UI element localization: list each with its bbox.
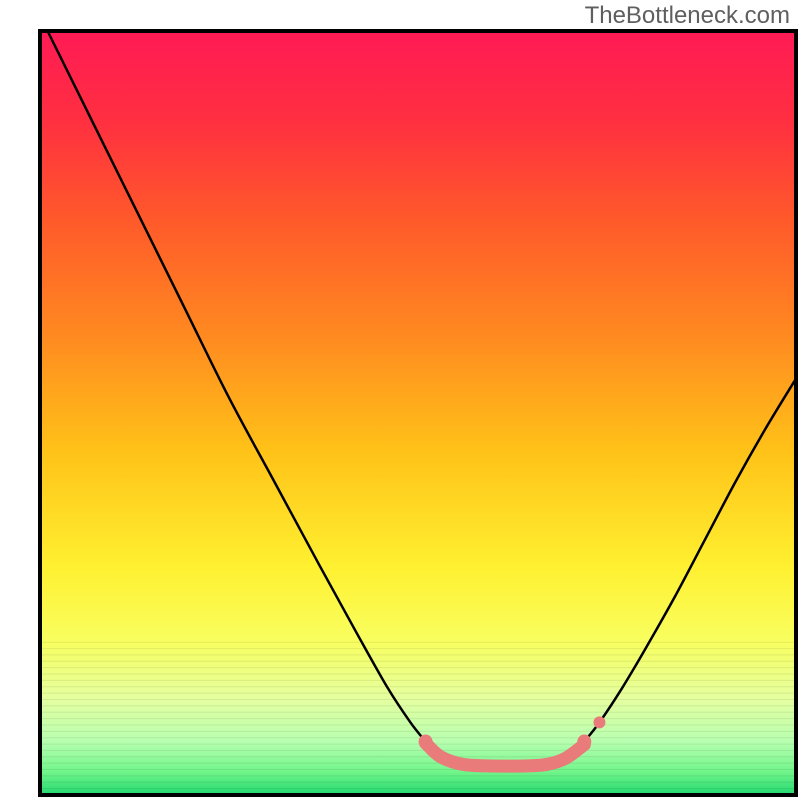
chart-svg [0, 0, 800, 800]
watermark-text: TheBottleneck.com [585, 2, 790, 30]
bottleneck-chart: TheBottleneck.com [0, 0, 800, 800]
